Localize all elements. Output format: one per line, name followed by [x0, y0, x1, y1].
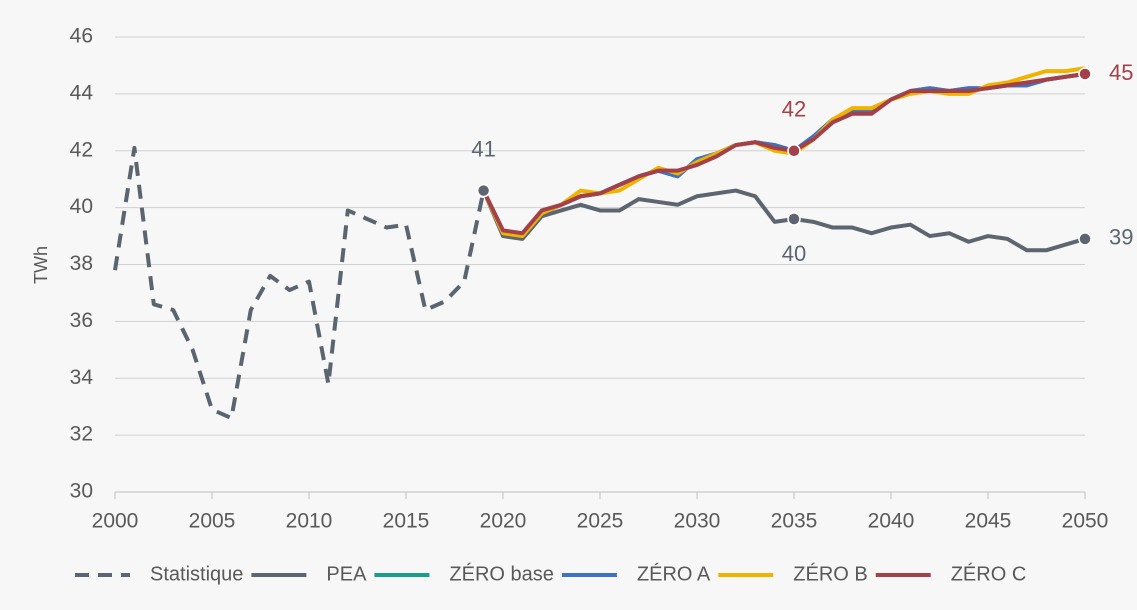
y-tick-label: 44: [70, 81, 94, 104]
annotation-label: 45: [1109, 60, 1133, 85]
legend-label: ZÉRO base: [449, 562, 553, 585]
x-tick-label: 2035: [771, 510, 818, 533]
y-tick-label: 40: [70, 195, 93, 218]
x-tick-label: 2020: [480, 510, 527, 533]
annotation-marker: [787, 212, 801, 226]
legend-label: PEA: [326, 563, 367, 585]
y-tick-label: 30: [70, 480, 93, 503]
x-tick-label: 2000: [92, 510, 139, 533]
legend-label: ZÉRO C: [951, 562, 1027, 585]
y-tick-label: 36: [70, 309, 93, 332]
annotation-label: 42: [782, 97, 806, 122]
annotation-marker: [1078, 232, 1092, 246]
x-tick-label: 2030: [674, 510, 721, 533]
series-line: [113, 145, 486, 421]
x-tick-label: 2025: [577, 510, 624, 533]
y-axis-label: TWh: [31, 246, 51, 284]
y-tick-label: 34: [70, 366, 94, 389]
series-line: [481, 188, 1086, 253]
y-tick-label: 46: [70, 25, 93, 48]
x-tick-label: 2010: [286, 510, 333, 533]
annotation-label: 40: [782, 241, 806, 266]
annotation-label: 41: [471, 136, 495, 161]
legend-label: Statistique: [150, 563, 243, 585]
legend-label: ZÉRO A: [637, 562, 711, 585]
annotation-marker: [787, 144, 801, 158]
y-tick-label: 42: [70, 138, 93, 161]
annotation-marker: [1078, 67, 1092, 81]
annotation-marker: [476, 183, 491, 198]
x-tick-label: 2050: [1062, 510, 1109, 533]
annotation-label: 39: [1109, 225, 1133, 250]
legend-label: ZÉRO B: [793, 562, 867, 585]
x-tick-label: 2015: [383, 510, 430, 533]
y-tick-label: 32: [70, 423, 93, 446]
x-tick-label: 2040: [868, 510, 915, 533]
y-tick-label: 38: [70, 252, 93, 275]
x-tick-label: 2045: [965, 510, 1012, 533]
series-line: [481, 71, 1086, 236]
x-tick-label: 2005: [189, 510, 236, 533]
